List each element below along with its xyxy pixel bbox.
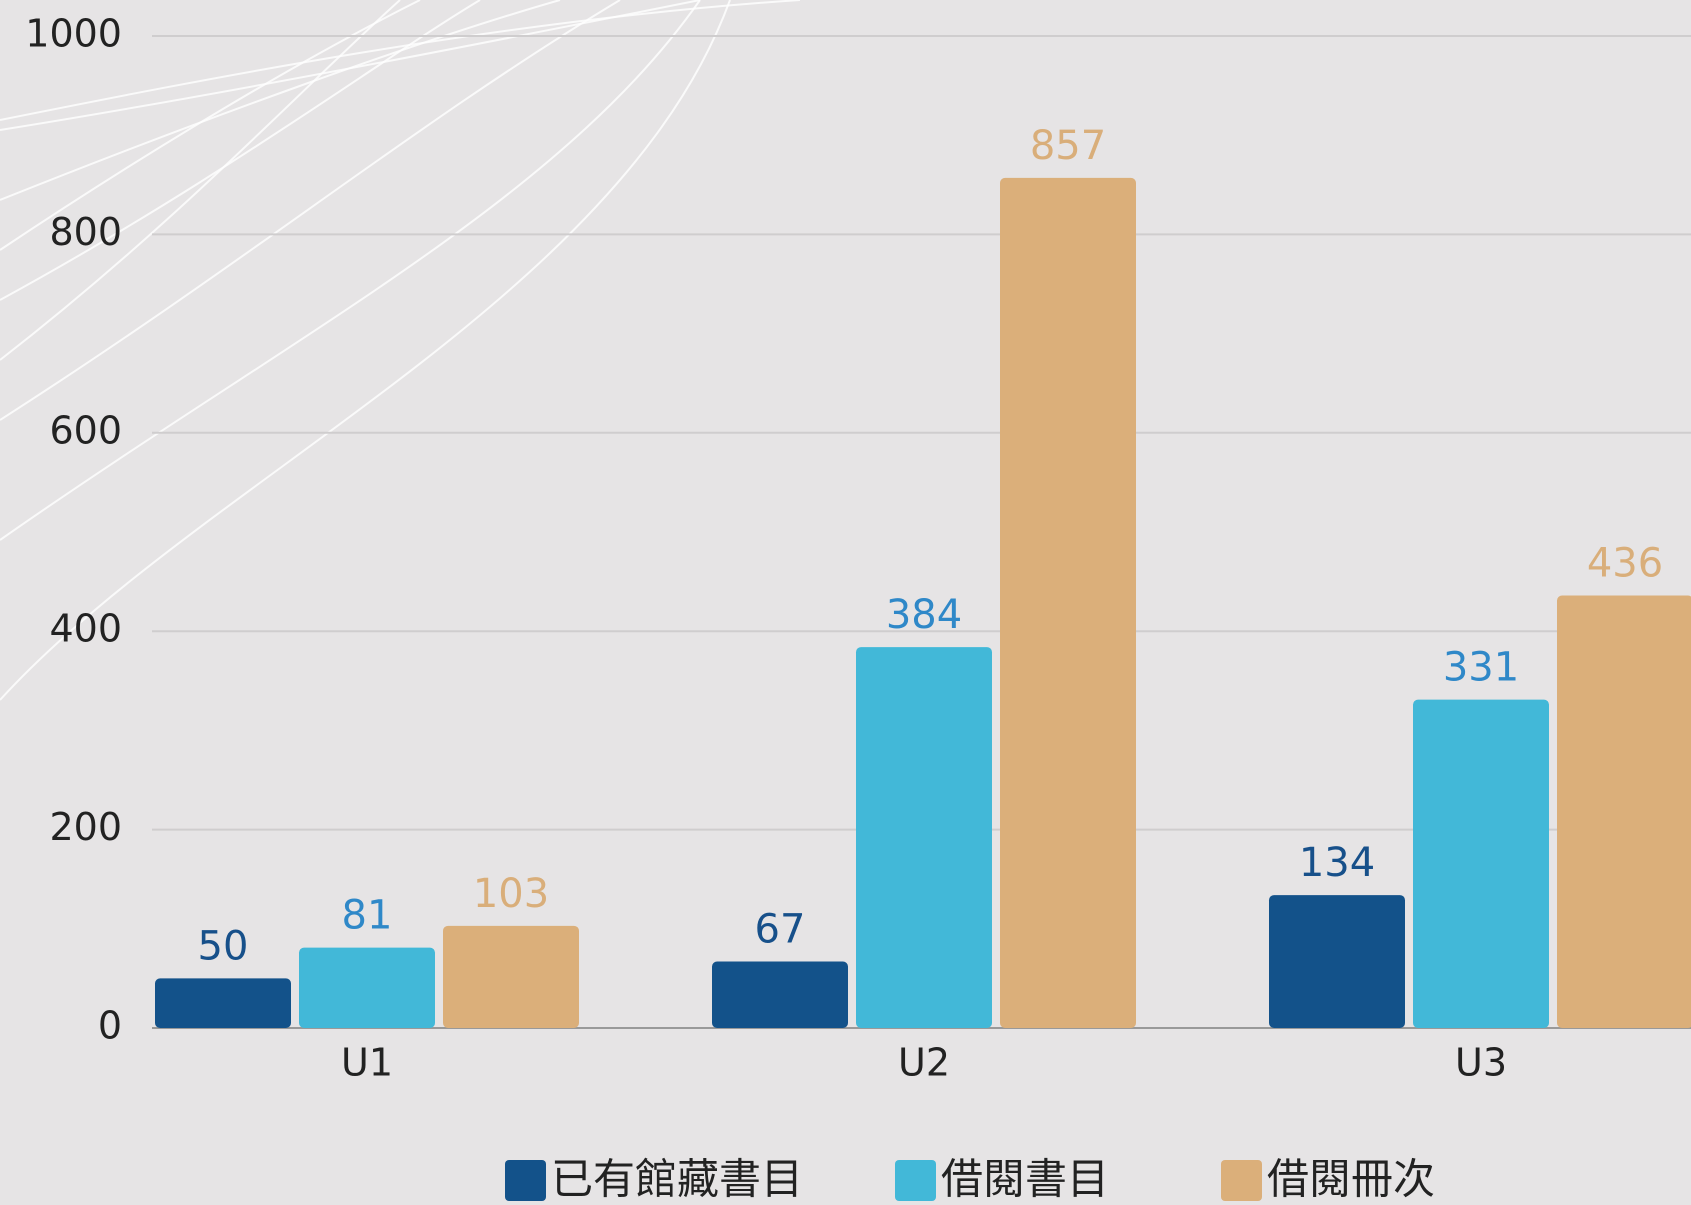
bar [1269, 895, 1405, 1028]
data-label: 436 [1587, 540, 1663, 586]
y-tick-label: 800 [49, 210, 122, 254]
legend-label: 借閱冊次 [1267, 1155, 1435, 1204]
legend-label: 借閱書目 [941, 1155, 1109, 1204]
bar [712, 962, 848, 1028]
legend-label: 已有館藏書目 [551, 1155, 803, 1204]
y-tick-label: 1000 [25, 12, 122, 56]
background-decoration [0, 0, 800, 700]
data-label: 50 [198, 923, 249, 969]
x-tick-label: U1 [341, 1041, 393, 1085]
bar [443, 926, 579, 1028]
legend-swatch [505, 1160, 546, 1201]
bar [1413, 700, 1549, 1028]
x-tick-label: U3 [1455, 1041, 1507, 1085]
data-label: 67 [755, 907, 806, 953]
y-tick-label: 200 [49, 805, 122, 849]
y-tick-label: 600 [49, 408, 122, 452]
x-tick-label: U2 [898, 1041, 950, 1085]
data-label: 103 [473, 871, 549, 917]
data-label: 81 [342, 893, 393, 939]
chart: 0 200 400 600 800 1000 U1 50 81 103 U2 67 384 857 U3 13… [0, 0, 1691, 1205]
y-tick-label: 400 [49, 607, 122, 651]
legend-swatch [1221, 1160, 1262, 1201]
bar [155, 978, 291, 1028]
data-label: 384 [886, 592, 962, 638]
bar [1557, 595, 1691, 1028]
data-label: 857 [1030, 123, 1106, 169]
bar [856, 647, 992, 1028]
y-tick-label: 0 [98, 1004, 122, 1048]
page: {"chart_data": {"type": "bar", "categori… [0, 0, 1691, 1205]
legend-swatch [895, 1160, 936, 1201]
bar [1000, 178, 1136, 1028]
bar [299, 948, 435, 1028]
data-label: 134 [1299, 840, 1375, 886]
data-label: 331 [1443, 645, 1519, 691]
